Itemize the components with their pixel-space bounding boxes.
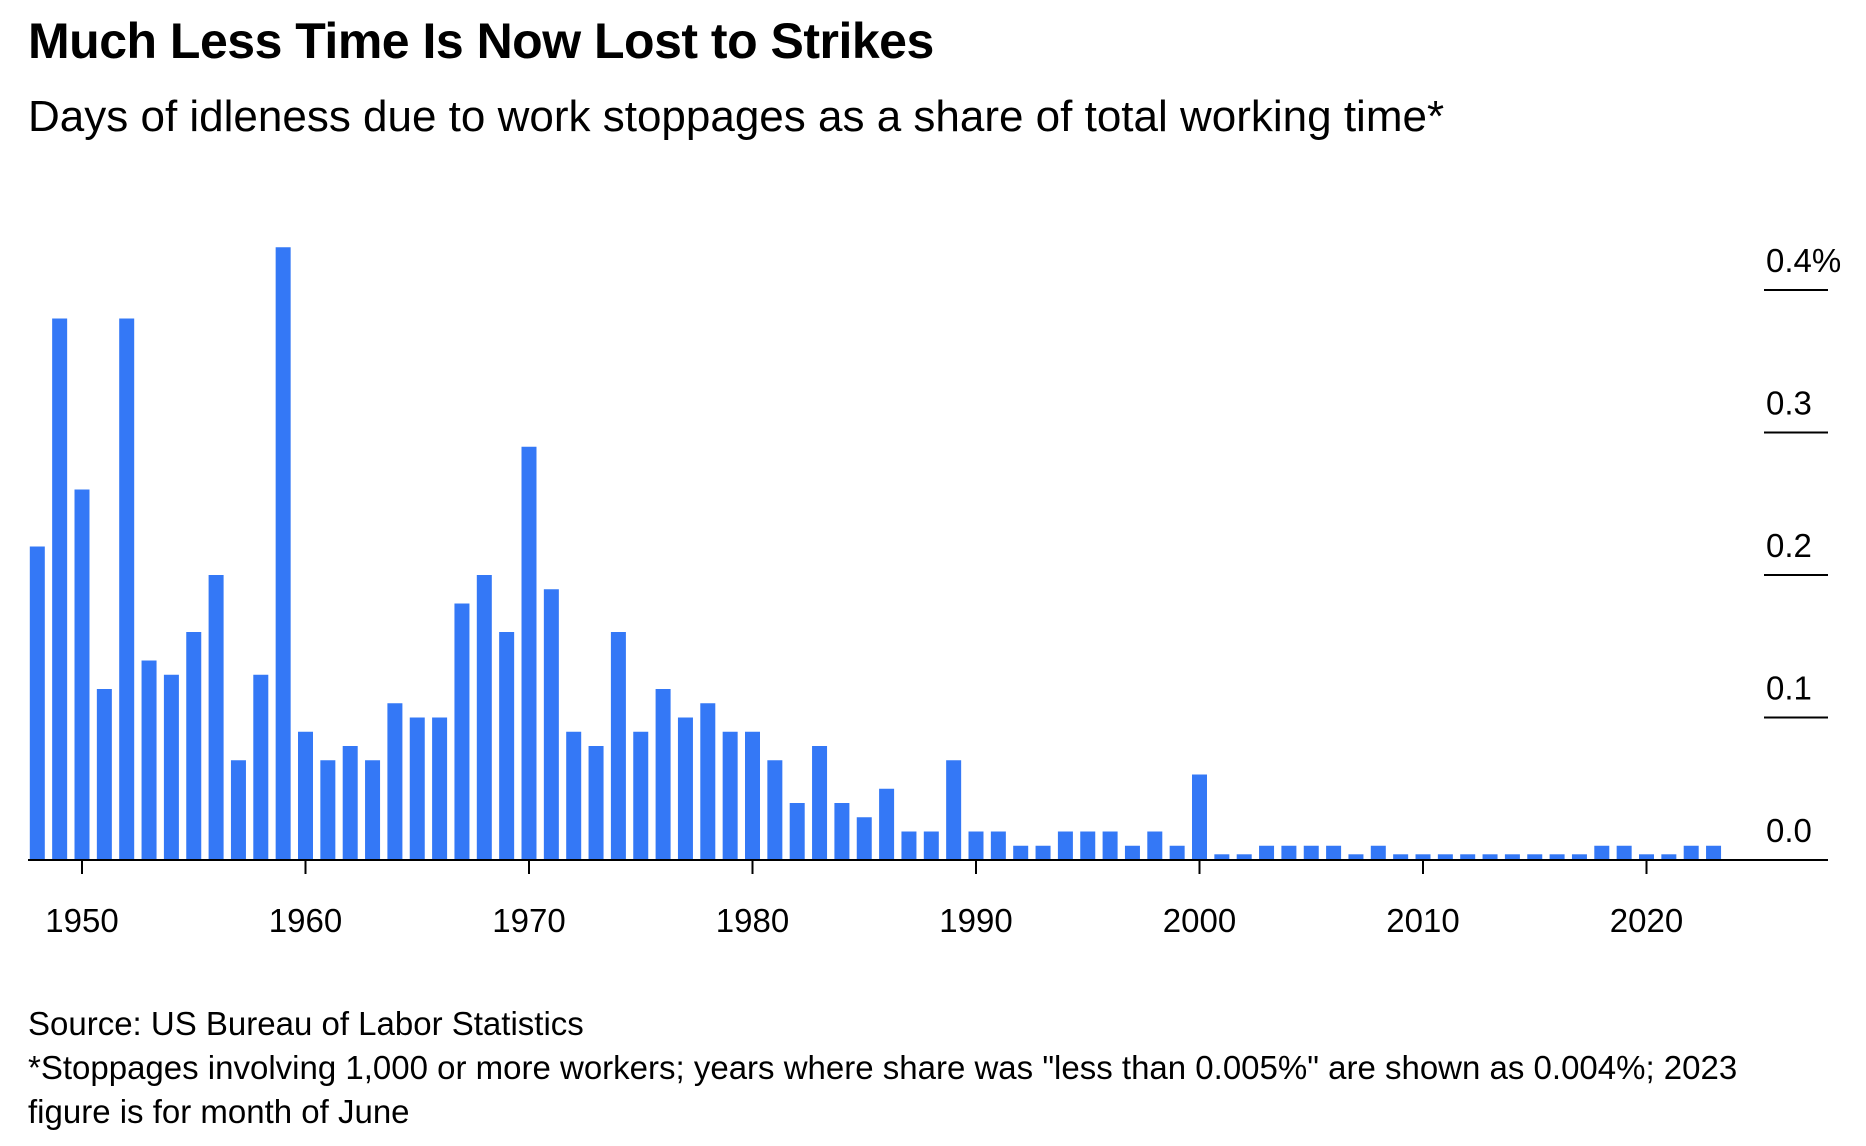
bar-1996 — [1102, 831, 1118, 860]
bar-2004 — [1281, 845, 1297, 860]
bar-1983 — [812, 746, 828, 860]
bar-1957 — [230, 760, 246, 860]
bar-series — [29, 247, 1722, 860]
bar-1997 — [1124, 845, 1140, 860]
bar-2007 — [1348, 854, 1364, 860]
bar-1975 — [633, 731, 649, 860]
bar-1961 — [320, 760, 336, 860]
bar-1993 — [1035, 845, 1051, 860]
bar-1965 — [409, 717, 425, 860]
bar-1986 — [879, 788, 895, 860]
bar-1959 — [275, 247, 291, 860]
y-tick-label: 0.3 — [1766, 385, 1812, 422]
bar-2021 — [1661, 854, 1677, 860]
x-tick-label: 1970 — [492, 902, 565, 939]
x-tick-label: 1960 — [269, 902, 342, 939]
bar-2023 — [1706, 845, 1722, 860]
bar-1949 — [52, 318, 68, 860]
bar-1981 — [767, 760, 783, 860]
bar-2015 — [1527, 854, 1543, 860]
bar-1970 — [521, 446, 537, 860]
bar-1977 — [677, 717, 693, 860]
x-tick-label: 2010 — [1386, 902, 1459, 939]
bar-1951 — [96, 689, 112, 860]
bar-2010 — [1415, 854, 1431, 860]
bar-1991 — [990, 831, 1006, 860]
bar-2009 — [1393, 854, 1409, 860]
x-tick-label: 1950 — [45, 902, 118, 939]
bar-2017 — [1571, 854, 1587, 860]
bar-1953 — [141, 660, 157, 860]
bar-1967 — [454, 603, 470, 860]
bar-2016 — [1549, 854, 1565, 860]
bar-1968 — [476, 575, 492, 860]
bar-1952 — [119, 318, 135, 860]
footnote: *Stoppages involving 1,000 or more worke… — [28, 1049, 1738, 1130]
bar-1976 — [655, 689, 671, 860]
bar-1958 — [253, 674, 269, 860]
y-tick-label: 0.2 — [1766, 527, 1812, 564]
x-axis: 1950 1960 1970 1980 1990 2000 2010 2020 — [45, 860, 1683, 939]
bar-2012 — [1460, 854, 1476, 860]
chart-title: Much Less Time Is Now Lost to Strikes — [28, 13, 934, 69]
bar-1994 — [1057, 831, 1073, 860]
bar-2001 — [1214, 854, 1230, 860]
bar-1990 — [968, 831, 984, 860]
bar-2013 — [1482, 854, 1498, 860]
bar-1987 — [901, 831, 917, 860]
x-tick-label: 2000 — [1163, 902, 1236, 939]
bar-1999 — [1169, 845, 1185, 860]
y-tick-label: 0.1 — [1766, 670, 1812, 707]
bar-2006 — [1326, 845, 1342, 860]
bar-2018 — [1594, 845, 1610, 860]
bar-1974 — [610, 632, 626, 860]
bar-1973 — [588, 746, 604, 860]
bar-1960 — [298, 731, 313, 860]
bar-1969 — [499, 632, 515, 860]
bar-1964 — [387, 703, 403, 860]
bar-1984 — [834, 803, 850, 860]
bar-2005 — [1303, 845, 1319, 860]
bar-1992 — [1013, 845, 1029, 860]
bar-2020 — [1639, 854, 1654, 860]
chart-subtitle: Days of idleness due to work stoppages a… — [28, 92, 1445, 141]
bar-2014 — [1504, 854, 1520, 860]
bar-1989 — [946, 760, 962, 860]
bar-2000 — [1192, 774, 1207, 860]
source-note: Source: US Bureau of Labor Statistics — [28, 1005, 584, 1042]
x-tick-label: 1980 — [716, 902, 789, 939]
bar-2002 — [1236, 854, 1252, 860]
bar-chart: 0.0 0.1 0.2 0.3 0.4% 1950 1960 1970 1980 1990 200… — [28, 242, 1841, 939]
bar-1954 — [163, 674, 179, 860]
bar-1962 — [342, 746, 358, 860]
bar-1966 — [432, 717, 448, 860]
bar-1988 — [923, 831, 939, 860]
bar-1956 — [208, 575, 224, 860]
bar-2022 — [1683, 845, 1699, 860]
x-tick-label: 1990 — [939, 902, 1012, 939]
bar-1948 — [29, 546, 45, 860]
bar-2019 — [1616, 845, 1632, 860]
bar-2003 — [1259, 845, 1275, 860]
bar-1971 — [543, 589, 559, 860]
y-tick-label: 0.0 — [1766, 812, 1812, 849]
bar-1982 — [789, 803, 805, 860]
bar-1995 — [1080, 831, 1096, 860]
bar-1972 — [566, 731, 582, 860]
bar-1985 — [856, 817, 872, 860]
bar-1980 — [745, 731, 760, 860]
bar-1998 — [1147, 831, 1163, 860]
bar-1963 — [365, 760, 381, 860]
bar-2008 — [1370, 845, 1386, 860]
bar-1950 — [74, 489, 90, 860]
y-axis: 0.0 0.1 0.2 0.3 0.4% — [1764, 242, 1841, 849]
y-tick-label: 0.4% — [1766, 242, 1841, 279]
bar-2011 — [1437, 854, 1453, 860]
bar-1979 — [722, 731, 738, 860]
bar-1978 — [700, 703, 716, 860]
x-tick-label: 2020 — [1610, 902, 1683, 939]
bar-1955 — [186, 632, 202, 860]
